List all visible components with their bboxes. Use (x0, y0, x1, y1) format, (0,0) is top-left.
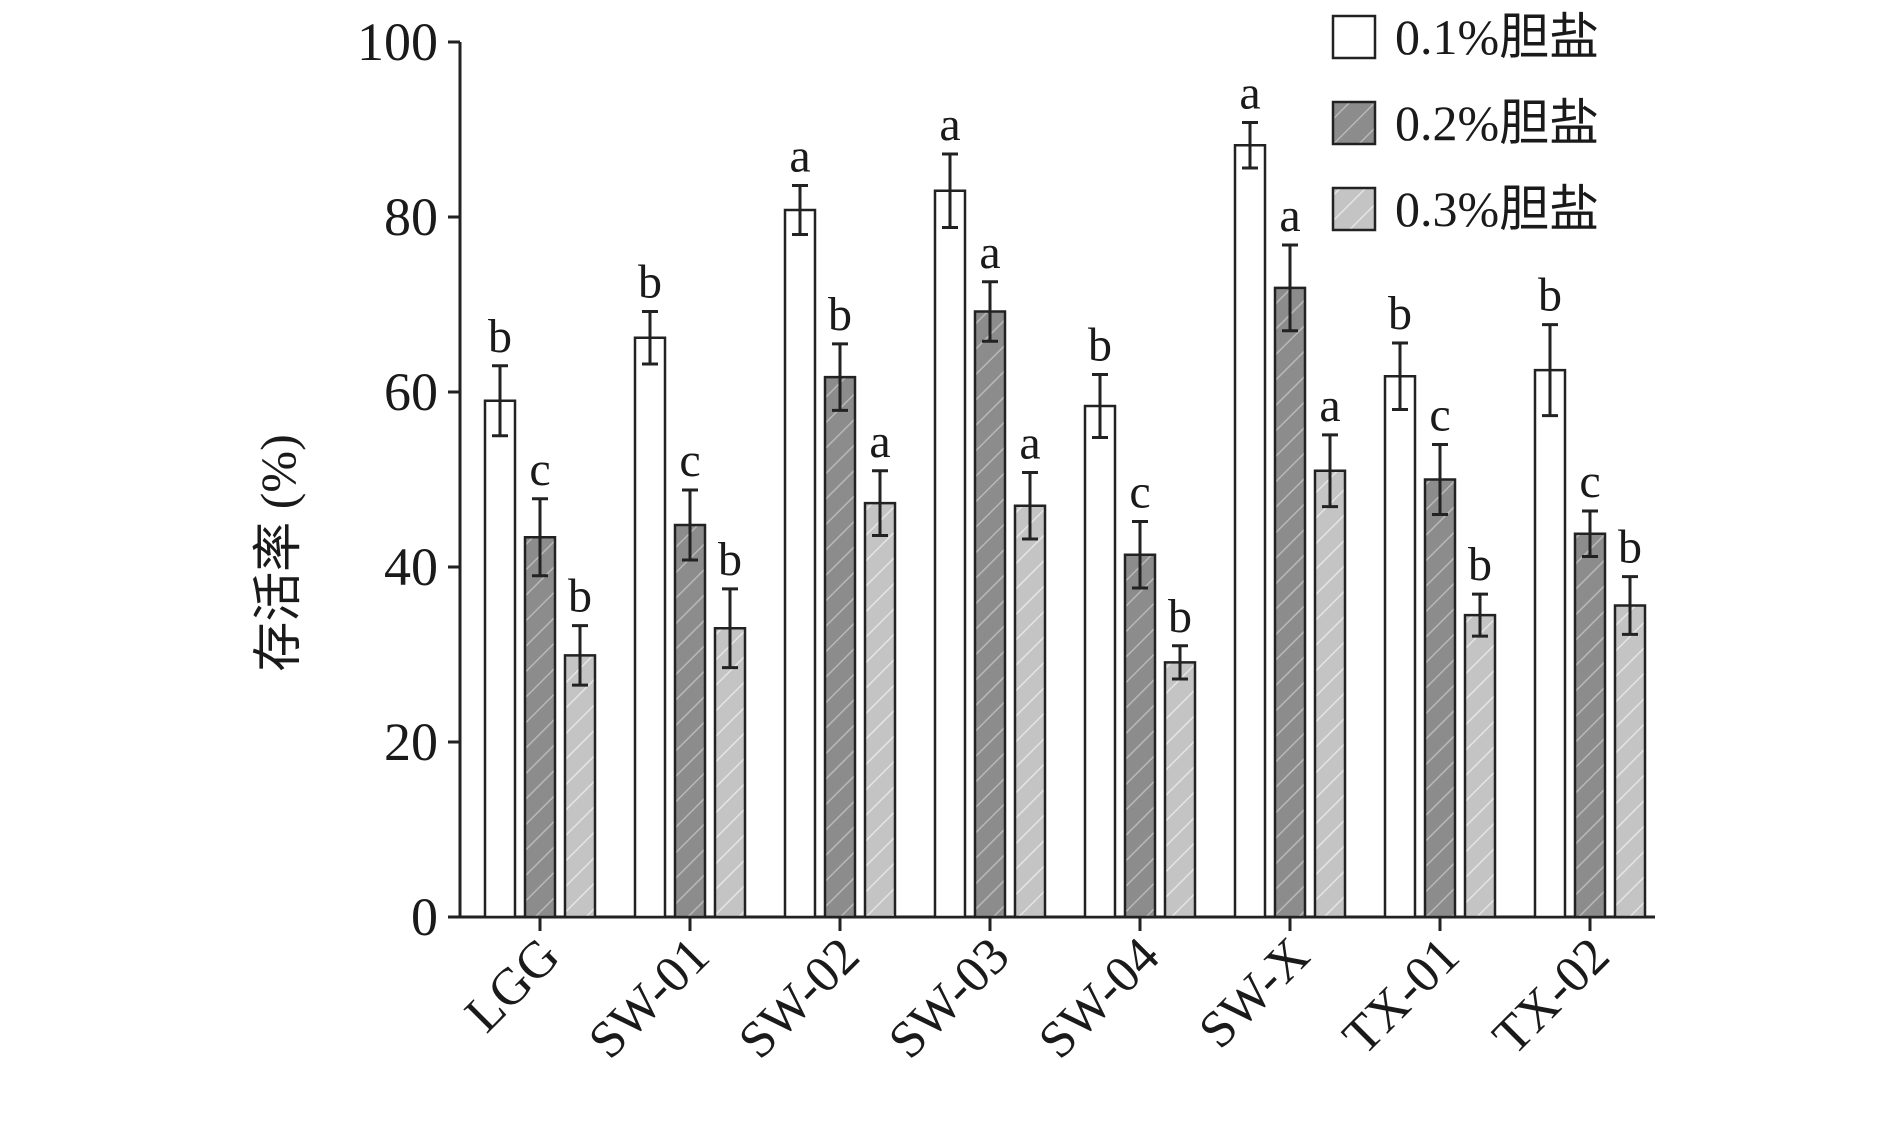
x-tick-label: LGG (455, 927, 571, 1043)
significance-letter: c (1429, 389, 1450, 442)
bar (1423, 478, 1457, 919)
y-tick-label: 80 (384, 187, 438, 247)
bar (823, 375, 857, 919)
bar (933, 189, 967, 919)
x-tick-label: SW-03 (878, 927, 1020, 1069)
bar (483, 399, 517, 919)
significance-letter: b (1088, 319, 1112, 372)
x-tick-label: SW-X (1188, 927, 1320, 1059)
bar (633, 336, 667, 919)
bar (1573, 532, 1607, 919)
significance-letter: c (529, 443, 550, 496)
significance-letter: b (1388, 287, 1412, 340)
legend-label: 0.3%胆盐 (1395, 181, 1599, 237)
legend-label: 0.1%胆盐 (1395, 9, 1599, 65)
y-tick-label: 60 (384, 362, 438, 422)
y-tick-label: 20 (384, 712, 438, 772)
significance-letter: b (568, 570, 592, 623)
bar (1613, 604, 1647, 919)
significance-letter: a (1019, 417, 1040, 470)
x-tick-label: TX-02 (1482, 927, 1620, 1065)
significance-letter: a (939, 98, 960, 151)
significance-letter: b (1168, 590, 1192, 643)
significance-letter: c (679, 434, 700, 487)
bar (1123, 553, 1157, 919)
y-tick-label: 0 (411, 887, 438, 947)
bar (1163, 661, 1197, 919)
bar (1273, 286, 1307, 919)
bar (1083, 404, 1117, 919)
significance-letter: a (869, 415, 890, 468)
bar (523, 536, 557, 919)
bar (863, 501, 897, 919)
significance-letter: b (718, 533, 742, 586)
x-tick-label: SW-02 (728, 927, 870, 1069)
significance-letter: b (488, 310, 512, 363)
significance-letter: b (1538, 269, 1562, 322)
significance-letter: c (1129, 466, 1150, 519)
significance-letter: b (638, 256, 662, 309)
significance-letter: a (1279, 189, 1300, 242)
significance-letter: b (1468, 538, 1492, 591)
bar (713, 627, 747, 919)
legend-swatch (1331, 100, 1377, 146)
bar (1313, 469, 1347, 919)
significance-letter: a (1319, 379, 1340, 432)
bar (783, 208, 817, 919)
significance-letter: b (828, 288, 852, 341)
bar (973, 310, 1007, 919)
y-axis-label: 存活率 (%) (250, 434, 306, 671)
significance-letter: c (1579, 455, 1600, 508)
bar (1383, 375, 1417, 919)
significance-letter: a (1239, 67, 1260, 120)
legend: 0.1%胆盐 0.2%胆盐 0.3%胆盐 (1331, 9, 1599, 237)
significance-letter: a (789, 130, 810, 183)
bar (563, 654, 597, 919)
y-tick-label: 40 (384, 537, 438, 597)
bar (1013, 504, 1047, 919)
bar (1533, 368, 1567, 919)
x-tick-label: TX-01 (1332, 927, 1470, 1065)
x-tick-label: SW-01 (578, 927, 720, 1069)
significance-letter: b (1618, 521, 1642, 574)
y-tick-label: 100 (357, 12, 438, 72)
significance-letter: a (979, 226, 1000, 279)
legend-swatch (1331, 14, 1377, 60)
bar (1463, 613, 1497, 919)
legend-label: 0.2%胆盐 (1395, 95, 1599, 151)
legend-swatch (1331, 186, 1377, 232)
x-tick-label: SW-04 (1028, 927, 1170, 1069)
bar (673, 523, 707, 919)
bar (1233, 144, 1267, 919)
